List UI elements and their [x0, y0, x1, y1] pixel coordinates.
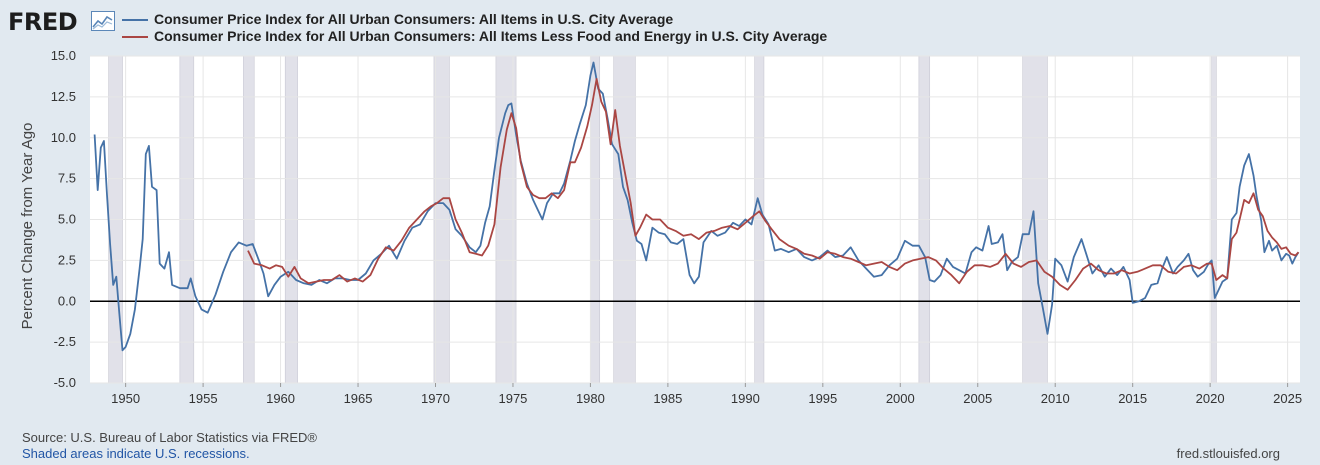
line-chart-icon	[91, 11, 115, 31]
y-tick-label: -2.5	[54, 334, 76, 349]
x-tick-label: 2025	[1273, 391, 1302, 406]
legend-label-cpi-all: Consumer Price Index for All Urban Consu…	[154, 11, 674, 27]
x-tick-label: 1995	[808, 391, 837, 406]
x-tick-label: 2020	[1196, 391, 1225, 406]
y-tick-label: 12.5	[51, 89, 76, 104]
x-tick-label: 1985	[653, 391, 682, 406]
y-axis-label: Percent Change from Year Ago	[19, 123, 36, 330]
y-tick-label: 2.5	[58, 252, 76, 267]
fred-logo[interactable]: FRED	[8, 8, 78, 36]
y-tick-label: 15.0	[51, 48, 76, 63]
y-axis-ticks: 15.0 12.5 10.0 7.5 5.0 2.5 0.0 -2.5 -5.0	[51, 48, 76, 390]
legend-swatch-cpi-all	[122, 18, 148, 21]
x-tick-label: 1965	[344, 391, 373, 406]
site-url[interactable]: fred.stlouisfed.org	[1176, 446, 1280, 461]
x-tick-label: 2010	[1041, 391, 1070, 406]
y-tick-label: 7.5	[58, 171, 76, 186]
x-tick-label: 1950	[111, 391, 140, 406]
x-tick-label: 1990	[731, 391, 760, 406]
source-text: Source: U.S. Bureau of Labor Statistics …	[22, 430, 317, 445]
y-tick-label: 10.0	[51, 130, 76, 145]
legend-swatch-cpi-core	[122, 35, 148, 38]
chart-legend: Consumer Price Index for All Urban Consu…	[122, 11, 827, 45]
legend-label-cpi-core: Consumer Price Index for All Urban Consu…	[154, 28, 828, 44]
series-lines	[93, 61, 1300, 352]
x-tick-label: 1970	[421, 391, 450, 406]
legend-item-cpi-all[interactable]: Consumer Price Index for All Urban Consu…	[122, 11, 827, 28]
series-line-cpi-core[interactable]	[247, 78, 1300, 291]
x-tick-label: 1975	[498, 391, 527, 406]
chart-area: 15.012.510.07.55.02.50.0-2.5-5.0 1950 195…	[19, 48, 1302, 406]
x-tick-label: 1960	[266, 391, 295, 406]
y-tick-label: 0.0	[58, 293, 76, 308]
x-tick-label: 1955	[189, 391, 218, 406]
x-tick-label: 2005	[963, 391, 992, 406]
series-line-cpi-all[interactable]	[93, 61, 1300, 352]
footer-source: Source: U.S. Bureau of Labor Statistics …	[22, 430, 317, 462]
x-axis-ticks: 1950 1955 1960 1965 1970 1975 1980 1985 1990 1995…	[111, 383, 1302, 406]
x-tick-label: 2000	[886, 391, 915, 406]
y-tick-label: -5.0	[54, 375, 76, 390]
y-tick-label: 5.0	[58, 212, 76, 227]
legend-item-cpi-core[interactable]: Consumer Price Index for All Urban Consu…	[122, 28, 827, 45]
x-tick-label: 1980	[576, 391, 605, 406]
recession-note[interactable]: Shaded areas indicate U.S. recessions.	[22, 446, 250, 461]
x-tick-label: 2015	[1118, 391, 1147, 406]
